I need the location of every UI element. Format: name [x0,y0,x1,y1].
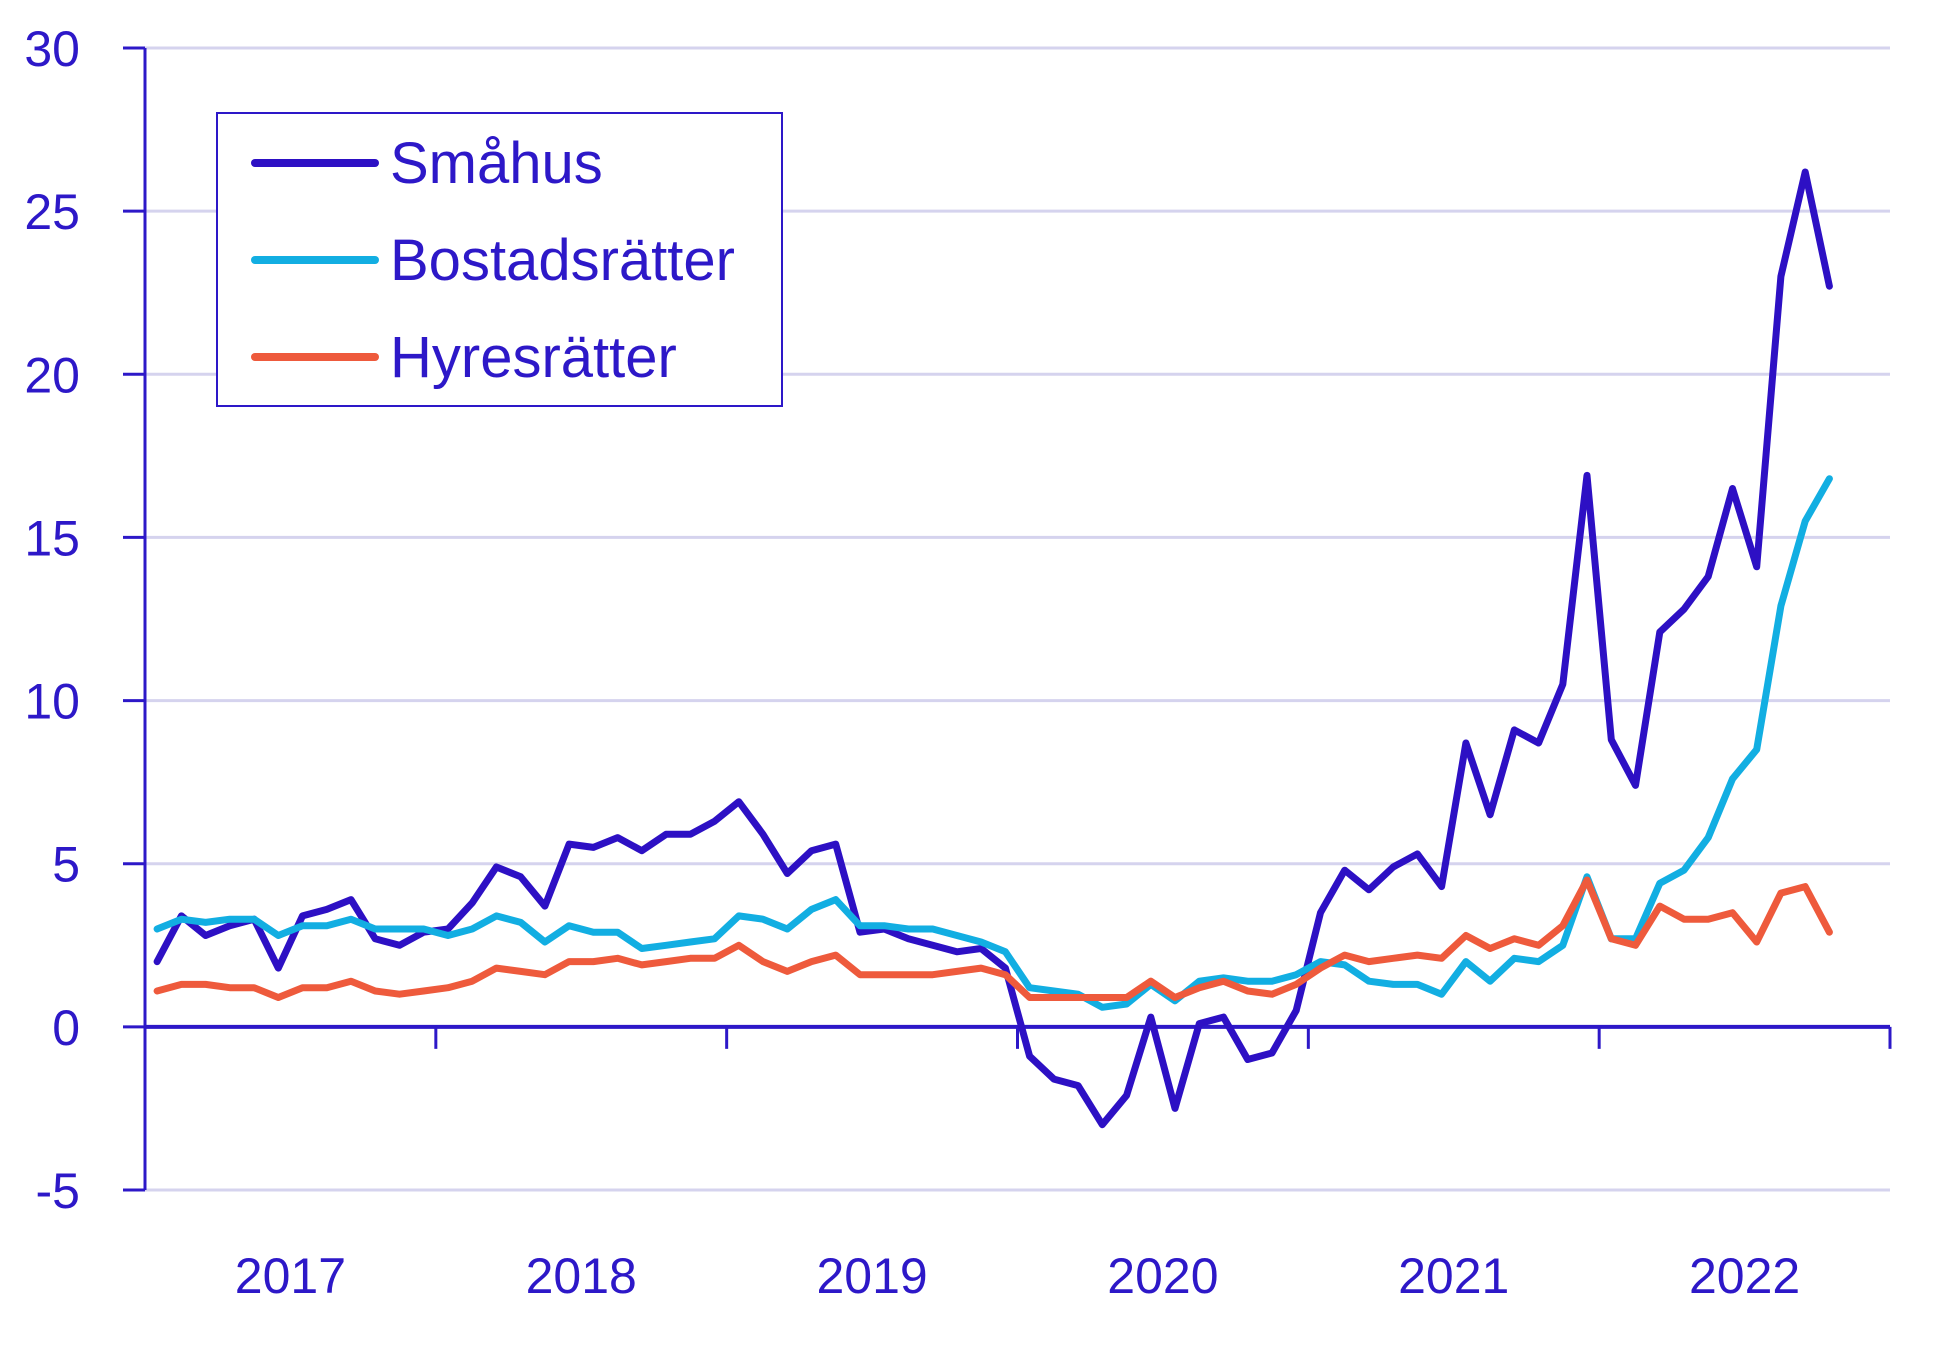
x-tick-label: 2017 [235,1248,346,1304]
series-line-3 [153,876,1833,1001]
y-tick-label: 0 [52,1000,80,1056]
y-tick-label: 15 [24,510,80,566]
series-lines [153,168,1833,1129]
legend-label: Hyresrätter [390,325,677,390]
x-tick-label: 2019 [816,1248,927,1304]
x-tick-label: 2020 [1107,1248,1218,1304]
x-tick-label: 2022 [1689,1248,1800,1304]
y-tick-label: 10 [24,674,80,730]
y-tick-label: 5 [52,837,80,893]
x-tick-label: 2018 [526,1248,637,1304]
axes: -5 0 5 10 15 20 25 30 2017 2018 2019 2020 2021 2022 [24,21,1892,1304]
y-tick-label: -5 [36,1163,80,1219]
legend: Småhus Bostadsrätter Hyresrätter [216,112,783,407]
series-line-2 [153,475,1833,1011]
legend-label: Småhus [390,131,603,196]
y-tick-label: 25 [24,184,80,240]
y-tick-label: 20 [24,347,80,403]
legend-label: Bostadsrätter [390,228,735,293]
y-tick-label: 30 [24,21,80,77]
x-tick-label: 2021 [1398,1248,1509,1304]
